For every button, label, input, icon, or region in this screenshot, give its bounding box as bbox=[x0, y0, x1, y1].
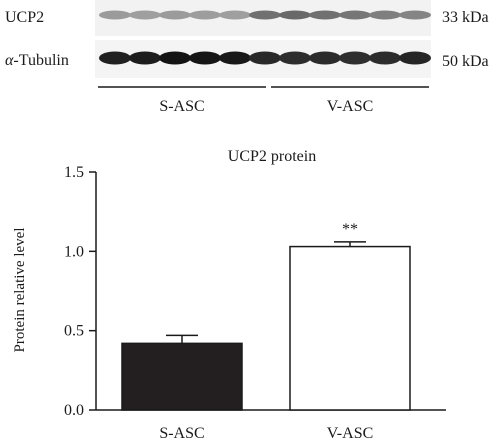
y-axis-label: Protein relative level bbox=[12, 228, 28, 353]
blot-band bbox=[189, 10, 221, 20]
y-ticks: 0.0 0.5 1.0 1.5 bbox=[64, 164, 96, 419]
blot-band bbox=[129, 51, 161, 65]
blot-band bbox=[309, 51, 341, 65]
size-label-33kda: 33 kDa bbox=[442, 9, 489, 26]
blot-band bbox=[159, 51, 191, 65]
significance-marker: ** bbox=[342, 221, 358, 238]
y-tick-label: 1.5 bbox=[64, 164, 84, 181]
group-label-v-asc: V-ASC bbox=[327, 98, 374, 115]
blot-band bbox=[279, 51, 311, 65]
blot-band bbox=[279, 10, 311, 20]
y-tick-label: 0.0 bbox=[64, 402, 84, 419]
western-blot: UCP2 α-Tubulin 33 kDa 50 kDa S-ASC V-ASC bbox=[5, 0, 489, 115]
blot-band bbox=[339, 10, 371, 20]
blot-band bbox=[369, 10, 401, 20]
blot-band bbox=[339, 51, 371, 65]
bar-v-asc bbox=[289, 245, 411, 411]
blot-band bbox=[399, 51, 431, 65]
blot-label-tubulin-text: -Tubulin bbox=[13, 52, 68, 69]
bar-s-asc bbox=[121, 342, 243, 411]
blot-band bbox=[129, 10, 161, 20]
bars: ** bbox=[121, 221, 411, 411]
blot-band bbox=[159, 10, 191, 20]
tubulin-bands bbox=[99, 51, 431, 65]
blot-band bbox=[99, 10, 131, 20]
blot-band bbox=[369, 51, 401, 65]
y-tick-label: 0.5 bbox=[64, 323, 84, 340]
ucp2-bands bbox=[99, 10, 431, 20]
group-label-s-asc: S-ASC bbox=[159, 98, 204, 115]
chart-title: UCP2 protein bbox=[228, 148, 316, 165]
blot-band bbox=[219, 51, 251, 65]
blot-band bbox=[309, 10, 341, 20]
blot-band bbox=[249, 10, 281, 20]
y-tick-label: 1.0 bbox=[64, 243, 84, 260]
blot-label-tubulin: α-Tubulin bbox=[5, 52, 69, 69]
blot-band bbox=[399, 10, 431, 20]
blot-band bbox=[99, 51, 131, 65]
x-tick-label: S-ASC bbox=[159, 425, 204, 442]
bar-chart: UCP2 protein Protein relative level 0.00… bbox=[12, 148, 446, 442]
alpha-symbol: α bbox=[5, 52, 14, 69]
size-label-50kda: 50 kDa bbox=[442, 53, 489, 70]
blot-band bbox=[189, 51, 221, 65]
x-tick-labels: S-ASC V-ASC bbox=[159, 425, 373, 442]
x-tick-label: V-ASC bbox=[327, 425, 374, 442]
blot-band bbox=[219, 10, 251, 20]
blot-label-ucp2: UCP2 bbox=[5, 9, 44, 26]
blot-band bbox=[249, 51, 281, 65]
